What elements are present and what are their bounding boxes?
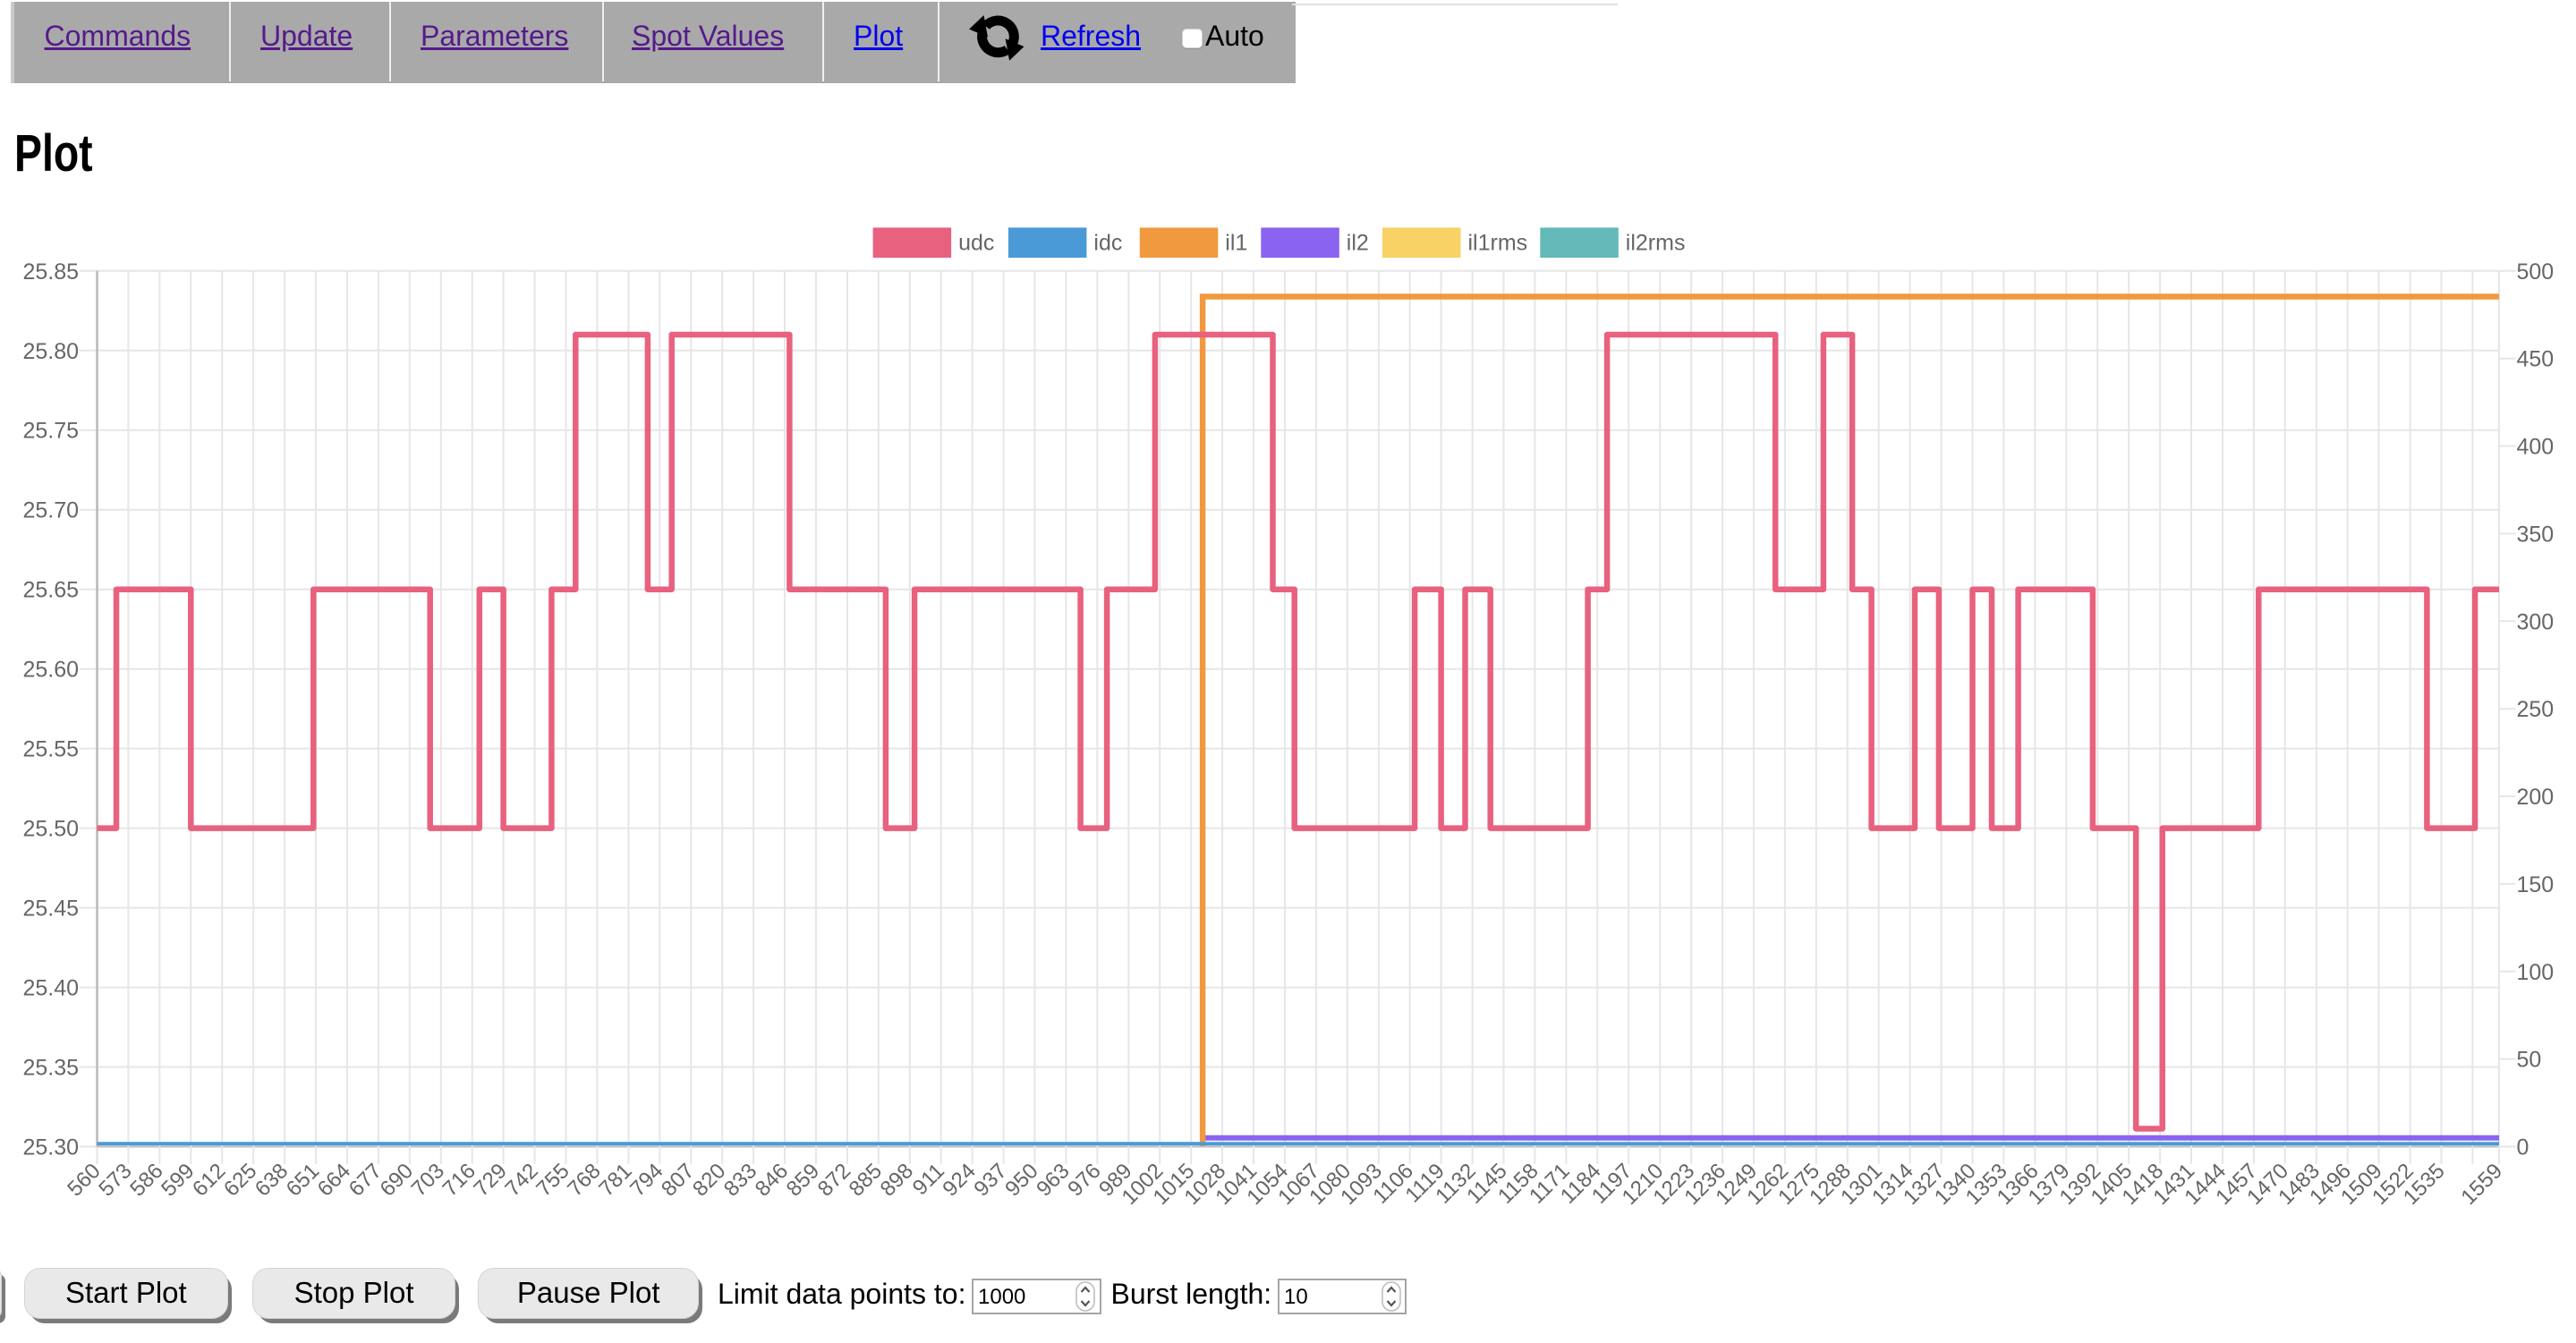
svg-text:400: 400 [2517, 435, 2555, 460]
svg-text:25.50: 25.50 [22, 817, 79, 842]
svg-text:25.55: 25.55 [22, 737, 79, 762]
svg-text:25.80: 25.80 [22, 339, 79, 364]
svg-text:il2rms: il2rms [1626, 231, 1686, 256]
svg-text:25.40: 25.40 [22, 976, 79, 1001]
svg-text:il1: il1 [1225, 231, 1247, 256]
svg-text:25.75: 25.75 [22, 419, 79, 444]
svg-text:25.65: 25.65 [22, 578, 79, 603]
svg-text:450: 450 [2517, 347, 2555, 372]
svg-text:25.85: 25.85 [22, 259, 79, 285]
svg-text:25.35: 25.35 [22, 1056, 79, 1081]
svg-text:il1rms: il1rms [1468, 231, 1528, 256]
svg-text:25.70: 25.70 [22, 498, 79, 523]
svg-text:25.45: 25.45 [22, 897, 79, 922]
svg-text:25.30: 25.30 [22, 1135, 79, 1160]
svg-text:200: 200 [2517, 785, 2555, 810]
svg-text:25.60: 25.60 [22, 658, 79, 683]
svg-text:udc: udc [958, 231, 994, 256]
svg-text:300: 300 [2517, 609, 2555, 634]
svg-text:il2: il2 [1347, 231, 1369, 256]
svg-text:150: 150 [2517, 872, 2555, 897]
svg-text:100: 100 [2517, 960, 2555, 985]
svg-text:50: 50 [2517, 1048, 2542, 1073]
svg-text:350: 350 [2517, 522, 2555, 547]
svg-text:0: 0 [2517, 1135, 2529, 1160]
svg-text:250: 250 [2517, 697, 2555, 722]
svg-text:500: 500 [2517, 259, 2555, 285]
svg-text:1559: 1559 [2456, 1159, 2507, 1210]
svg-text:idc: idc [1093, 231, 1122, 256]
